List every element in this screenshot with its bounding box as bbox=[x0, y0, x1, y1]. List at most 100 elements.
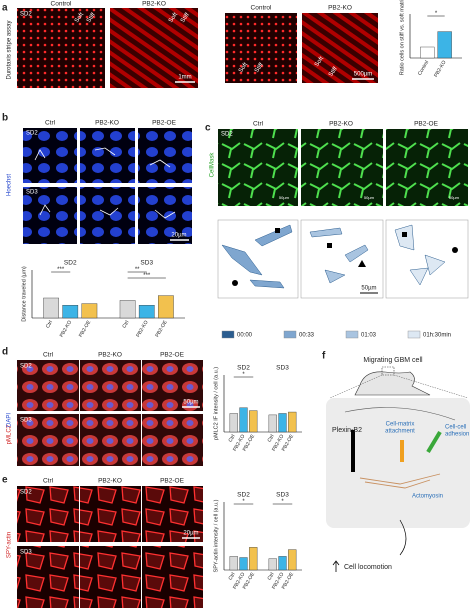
panel-d: d Ctrl PB2-KO PB2-OE pMLC2 DAPI SD2 SD3 … bbox=[2, 347, 203, 466]
micrograph bbox=[17, 486, 79, 542]
adhesion-label: adhesion bbox=[445, 432, 469, 438]
x-tick-label: PB2-KO bbox=[135, 320, 149, 339]
legend-swatch bbox=[345, 330, 359, 339]
panel-b: b Ctrl PB2-KO PB2-OE Hoechst SD2 SD3 20µ… bbox=[2, 113, 192, 244]
column-header: PB2-OE bbox=[414, 121, 439, 128]
bar bbox=[119, 300, 136, 319]
marker bbox=[358, 260, 366, 267]
x-tick-label: Ctrl bbox=[267, 434, 276, 444]
cell-outline bbox=[394, 224, 446, 286]
micrograph bbox=[80, 187, 135, 244]
bar bbox=[278, 413, 287, 433]
panel-label: c bbox=[205, 123, 211, 134]
significance: * bbox=[281, 499, 284, 505]
panel-f: f Migrating GBM cell Plexin-B2 Cell-matr… bbox=[322, 351, 470, 572]
panel-c: c Ctrl PB2-KO PB2-OE CellMask SD2 50µm 5… bbox=[205, 121, 469, 339]
legend-swatch bbox=[221, 330, 235, 339]
side-label: Durotaxis stripe assay bbox=[7, 20, 13, 79]
stripe-label: Stiff bbox=[254, 62, 265, 74]
x-tick-label: PB2-OE bbox=[78, 319, 93, 338]
micrograph bbox=[17, 8, 105, 88]
x-tick-label: Ctrl bbox=[267, 572, 276, 582]
x-tick-label: Control bbox=[417, 60, 430, 77]
micrograph bbox=[218, 129, 298, 206]
bar bbox=[288, 411, 297, 433]
marker bbox=[275, 228, 280, 233]
adhesion-bar bbox=[426, 430, 442, 454]
panel-label: f bbox=[322, 351, 326, 362]
legend-swatch bbox=[283, 330, 297, 339]
x-tick-label: Ctrl bbox=[121, 320, 130, 330]
micrograph bbox=[110, 8, 198, 88]
micrograph bbox=[142, 486, 203, 542]
bar bbox=[239, 557, 248, 571]
stripe-label: Soft bbox=[238, 62, 249, 74]
row-label: SD3 bbox=[20, 550, 32, 556]
legend-label: 00:00 bbox=[237, 333, 253, 339]
stripe-label: Soft bbox=[74, 12, 85, 24]
column-header: PB2-KO bbox=[98, 478, 122, 485]
zoom-box bbox=[381, 366, 395, 376]
row-label: SD3 bbox=[20, 418, 32, 424]
group-label: SD3 bbox=[140, 260, 153, 267]
track bbox=[34, 147, 176, 219]
column-header: PB2-OE bbox=[160, 352, 185, 359]
cell-outline bbox=[309, 227, 369, 284]
legend-label: 00:33 bbox=[299, 333, 315, 339]
adhesion-label: Cell-cell bbox=[445, 425, 466, 431]
scale-label: 500µm bbox=[354, 72, 372, 78]
micrograph bbox=[17, 546, 79, 608]
plexin-bar bbox=[351, 430, 355, 472]
bar bbox=[249, 547, 258, 571]
matrix-label: attachment bbox=[385, 429, 415, 435]
legend: 00:00 00:33 01:03 01h:30min bbox=[221, 330, 451, 339]
micrograph bbox=[23, 128, 77, 183]
panel-a: a Durotaxis stripe assay Control PB2-KO … bbox=[2, 1, 378, 88]
micrograph bbox=[17, 360, 79, 411]
row-label: SD2 bbox=[221, 132, 233, 138]
cell-sketch bbox=[354, 371, 431, 396]
significance: *** bbox=[143, 273, 151, 279]
scale-label: 50µm bbox=[449, 195, 460, 200]
bar bbox=[158, 295, 174, 319]
legend-label: 01:03 bbox=[361, 333, 377, 339]
zoom-line bbox=[393, 374, 469, 399]
scale-label: 50µm bbox=[183, 400, 198, 406]
y-axis-label: pMLC2 IF intensity / cell (a.u.) bbox=[213, 367, 219, 440]
marker bbox=[402, 232, 407, 237]
marker bbox=[327, 243, 332, 248]
micrograph bbox=[80, 486, 141, 542]
x-tick-label: PB2-OE bbox=[154, 319, 169, 338]
micrograph bbox=[138, 128, 192, 183]
outcome-label: Cell locomotion bbox=[344, 564, 392, 571]
side-label: Hoechst bbox=[7, 174, 13, 196]
micrograph bbox=[80, 546, 141, 608]
column-header: Ctrl bbox=[253, 121, 264, 128]
row-label: SD2 bbox=[20, 490, 32, 496]
column-header: PB2-KO bbox=[142, 1, 166, 8]
micrograph bbox=[142, 546, 203, 608]
arrow bbox=[399, 519, 407, 556]
panel-label: b bbox=[2, 113, 8, 124]
column-header: Control bbox=[51, 1, 73, 8]
bar bbox=[229, 413, 238, 433]
micrograph bbox=[386, 129, 468, 206]
panel-label: a bbox=[2, 3, 8, 14]
side-label: DAPI bbox=[7, 413, 13, 427]
legend-swatch bbox=[407, 330, 421, 339]
group-label: SD2 bbox=[237, 492, 250, 499]
group-label: SD2 bbox=[237, 365, 250, 372]
panel-label: e bbox=[2, 475, 8, 486]
zoom-line bbox=[329, 374, 383, 399]
y-axis-label: SPY-actin intensity / cell (a.u.) bbox=[213, 499, 219, 572]
significance: ** bbox=[135, 267, 140, 273]
bar bbox=[62, 305, 79, 319]
micrograph bbox=[138, 187, 192, 244]
scale-label: 50µm bbox=[279, 195, 290, 200]
side-label: SPY-actin bbox=[7, 532, 13, 558]
micrograph bbox=[142, 414, 203, 466]
column-header: PB2-OE bbox=[152, 120, 177, 127]
column-header: PB2-OE bbox=[160, 478, 185, 485]
bar bbox=[81, 303, 98, 319]
